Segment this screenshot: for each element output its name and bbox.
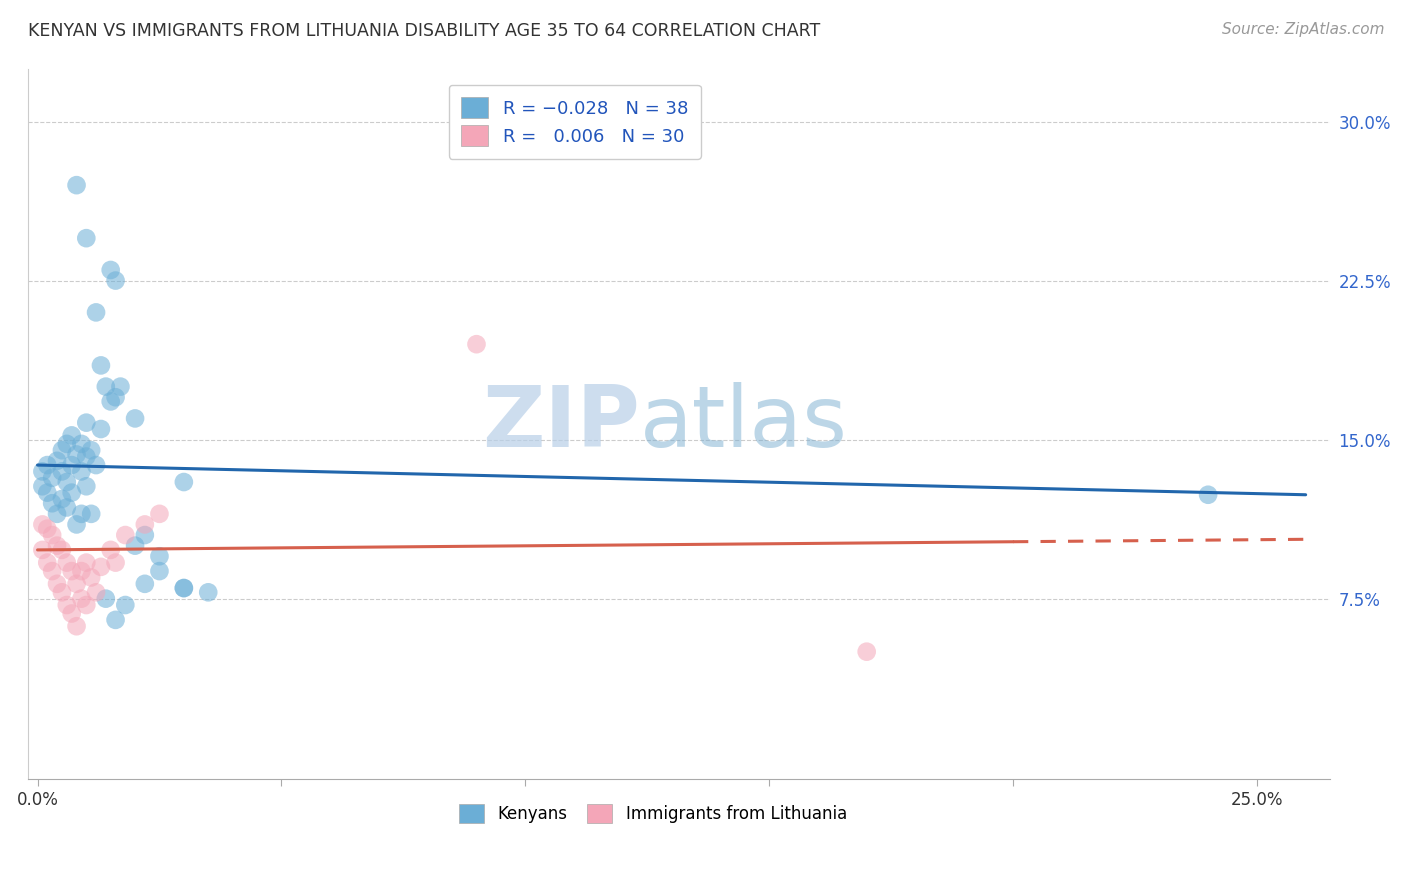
Point bbox=[31, 479, 53, 493]
Point bbox=[60, 485, 83, 500]
Point bbox=[465, 337, 488, 351]
Point bbox=[46, 454, 69, 468]
Point bbox=[855, 645, 877, 659]
Point bbox=[60, 428, 83, 442]
Point bbox=[104, 390, 127, 404]
Point bbox=[41, 528, 63, 542]
Point bbox=[51, 443, 73, 458]
Point bbox=[114, 528, 136, 542]
Point bbox=[70, 437, 93, 451]
Point bbox=[56, 598, 79, 612]
Point bbox=[90, 559, 112, 574]
Point bbox=[124, 411, 146, 425]
Point bbox=[94, 591, 117, 606]
Point bbox=[148, 549, 170, 564]
Point bbox=[60, 607, 83, 621]
Point bbox=[75, 231, 97, 245]
Point bbox=[37, 556, 59, 570]
Point bbox=[31, 517, 53, 532]
Point bbox=[134, 517, 156, 532]
Point bbox=[56, 475, 79, 489]
Point bbox=[80, 570, 103, 584]
Point bbox=[148, 507, 170, 521]
Point bbox=[65, 178, 87, 193]
Point bbox=[46, 507, 69, 521]
Point bbox=[75, 556, 97, 570]
Point bbox=[56, 500, 79, 515]
Point bbox=[41, 471, 63, 485]
Point bbox=[197, 585, 219, 599]
Point bbox=[75, 479, 97, 493]
Point bbox=[56, 437, 79, 451]
Point bbox=[94, 379, 117, 393]
Point bbox=[84, 458, 107, 472]
Point bbox=[104, 613, 127, 627]
Point bbox=[37, 522, 59, 536]
Point bbox=[104, 556, 127, 570]
Text: atlas: atlas bbox=[640, 382, 848, 466]
Point bbox=[65, 447, 87, 461]
Point bbox=[60, 564, 83, 578]
Point bbox=[75, 598, 97, 612]
Point bbox=[70, 465, 93, 479]
Point bbox=[90, 422, 112, 436]
Point bbox=[41, 564, 63, 578]
Point bbox=[60, 458, 83, 472]
Point bbox=[100, 394, 122, 409]
Point bbox=[173, 475, 195, 489]
Point bbox=[173, 581, 195, 595]
Text: ZIP: ZIP bbox=[482, 382, 640, 466]
Point bbox=[134, 577, 156, 591]
Point bbox=[80, 507, 103, 521]
Point bbox=[51, 465, 73, 479]
Point bbox=[65, 619, 87, 633]
Point bbox=[80, 443, 103, 458]
Point bbox=[1197, 488, 1219, 502]
Point bbox=[65, 517, 87, 532]
Point bbox=[70, 591, 93, 606]
Point bbox=[37, 458, 59, 472]
Point bbox=[173, 581, 195, 595]
Point bbox=[37, 485, 59, 500]
Point bbox=[51, 585, 73, 599]
Point bbox=[134, 528, 156, 542]
Point bbox=[75, 416, 97, 430]
Point bbox=[41, 496, 63, 510]
Point bbox=[51, 491, 73, 506]
Point bbox=[148, 564, 170, 578]
Point bbox=[70, 507, 93, 521]
Point bbox=[31, 542, 53, 557]
Point bbox=[31, 465, 53, 479]
Point bbox=[46, 539, 69, 553]
Point bbox=[70, 564, 93, 578]
Point bbox=[110, 379, 132, 393]
Point bbox=[56, 556, 79, 570]
Point bbox=[65, 577, 87, 591]
Point bbox=[84, 305, 107, 319]
Text: KENYAN VS IMMIGRANTS FROM LITHUANIA DISABILITY AGE 35 TO 64 CORRELATION CHART: KENYAN VS IMMIGRANTS FROM LITHUANIA DISA… bbox=[28, 22, 820, 40]
Point bbox=[51, 542, 73, 557]
Point bbox=[75, 450, 97, 464]
Point bbox=[84, 585, 107, 599]
Point bbox=[100, 542, 122, 557]
Point bbox=[46, 577, 69, 591]
Point bbox=[100, 263, 122, 277]
Point bbox=[104, 274, 127, 288]
Point bbox=[90, 359, 112, 373]
Point bbox=[114, 598, 136, 612]
Legend: Kenyans, Immigrants from Lithuania: Kenyans, Immigrants from Lithuania bbox=[447, 792, 859, 835]
Point bbox=[124, 539, 146, 553]
Text: Source: ZipAtlas.com: Source: ZipAtlas.com bbox=[1222, 22, 1385, 37]
